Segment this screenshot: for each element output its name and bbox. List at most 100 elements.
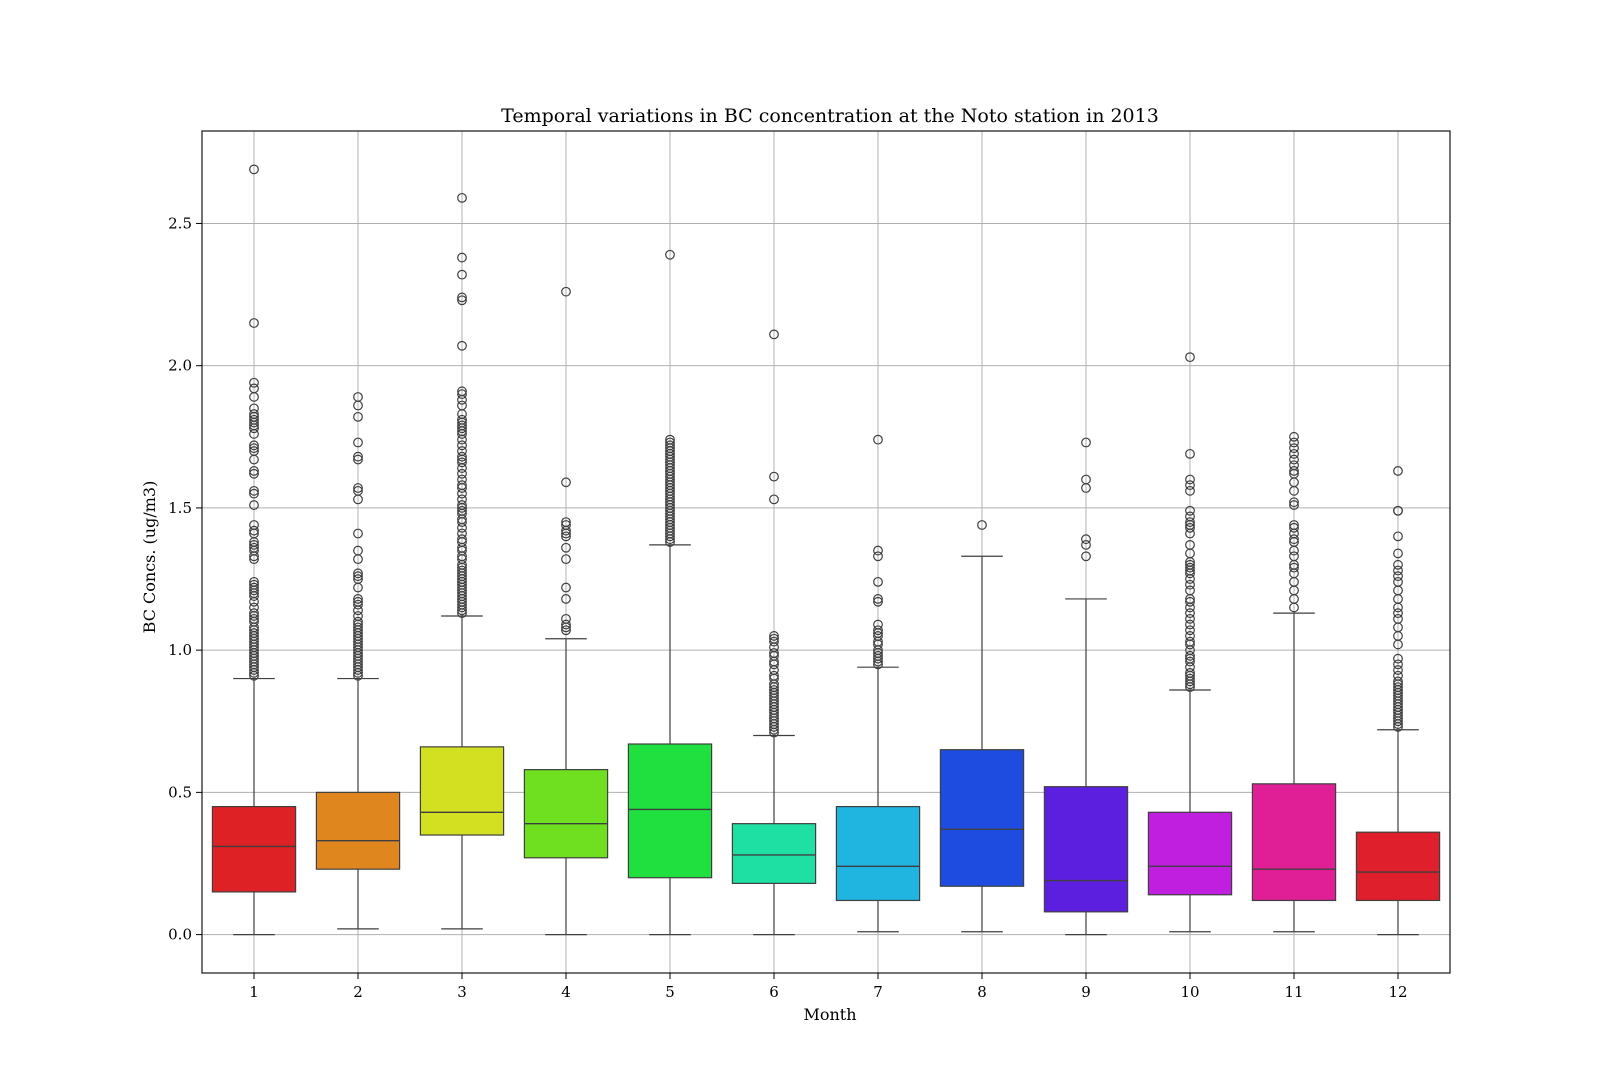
outlier-point — [873, 656, 883, 667]
outlier-point — [769, 659, 779, 670]
outlier-point — [1185, 522, 1195, 533]
outlier-point — [1081, 534, 1091, 545]
iqr-box — [211, 805, 297, 893]
outlier-point — [1289, 497, 1299, 508]
outlier-point — [1185, 679, 1195, 690]
outlier-point — [353, 568, 363, 579]
iqr-box — [1043, 786, 1129, 913]
outlier-point — [457, 295, 467, 306]
plot-area-frame — [201, 130, 1451, 974]
outlier-point — [353, 594, 363, 604]
outlier-point — [457, 440, 467, 451]
outlier-point — [769, 471, 779, 482]
outlier-point — [873, 545, 883, 556]
outlier-point — [1185, 517, 1195, 528]
outlier-point — [561, 582, 571, 593]
outlier-point — [769, 329, 779, 340]
outlier-point — [873, 653, 883, 664]
outlier-point — [457, 483, 467, 493]
outlier-point — [249, 488, 259, 499]
outlier-point — [249, 423, 259, 434]
outlier-point — [249, 611, 259, 621]
outlier-point — [1185, 613, 1195, 624]
outlier-point — [873, 625, 883, 636]
outlier-point — [249, 417, 259, 428]
outlier-point — [457, 468, 467, 479]
x-tick-label: 4 — [561, 983, 571, 1001]
outlier-point — [457, 608, 467, 619]
outlier-point — [1289, 602, 1299, 613]
outlier-point — [769, 631, 779, 641]
x-tick-label: 12 — [1388, 983, 1407, 1001]
outlier-point — [1081, 483, 1091, 493]
outlier-point — [665, 537, 675, 547]
outlier-point — [665, 531, 675, 542]
y-tick-label: 1.0 — [168, 641, 192, 659]
outlier-point — [1393, 548, 1403, 559]
outlier-point — [873, 576, 883, 587]
outlier-point — [353, 667, 363, 678]
box-month-9 — [1043, 437, 1129, 936]
outlier-point — [1393, 716, 1403, 727]
outlier-point — [249, 554, 259, 565]
outlier-point — [457, 457, 467, 468]
outlier-point — [249, 454, 259, 465]
x-tick-label: 1 — [249, 983, 259, 1001]
iqr-box — [731, 823, 817, 884]
outlier-point — [353, 400, 363, 411]
outlier-point — [457, 451, 467, 462]
iqr-box — [1355, 831, 1441, 902]
outlier-point — [561, 594, 571, 604]
box-month-3 — [419, 192, 505, 930]
outlier-point — [249, 539, 259, 550]
outlier-point — [1289, 466, 1299, 476]
outlier-point — [1393, 531, 1403, 542]
box-month-5 — [627, 249, 713, 936]
box-month-12 — [1355, 466, 1441, 936]
outlier-point — [457, 488, 467, 499]
outlier-point — [561, 542, 571, 553]
outlier-point — [1289, 500, 1299, 510]
outlier-point — [1081, 539, 1091, 550]
axis-ticks: 0.00.51.01.52.02.51 2 3 4 5 6 7 8 9 10 11 12 — [168, 214, 1407, 1001]
y-tick-label: 2.5 — [168, 214, 192, 232]
box-month-7 — [835, 434, 921, 933]
outlier-point — [1393, 565, 1403, 576]
box-month-1 — [211, 164, 297, 936]
outlier-point — [1393, 722, 1403, 732]
outlier-point — [249, 596, 259, 607]
outlier-point — [1185, 656, 1195, 667]
x-tick-label: 9 — [1081, 983, 1091, 1001]
outlier-point — [1185, 474, 1195, 485]
outlier-point — [561, 554, 571, 565]
box-month-6 — [731, 329, 817, 936]
outlier-point — [353, 437, 363, 448]
outlier-point — [353, 670, 363, 681]
x-tick-label: 11 — [1284, 983, 1303, 1001]
outlier-point — [249, 665, 259, 675]
outlier-point — [1185, 485, 1195, 496]
outlier-point — [457, 429, 467, 439]
outlier-point — [1185, 448, 1195, 459]
outlier-point — [353, 528, 363, 539]
iqr-box — [1147, 811, 1233, 896]
outlier-point — [977, 520, 987, 530]
outlier-point — [457, 517, 467, 528]
outlier-point — [249, 667, 259, 678]
y-axis-label: BC Concs. (ug/m3) — [140, 481, 159, 634]
outlier-point — [1185, 352, 1195, 363]
outlier-point — [1081, 437, 1091, 448]
x-tick-label: 8 — [977, 983, 987, 1001]
outlier-point — [249, 591, 259, 601]
outlier-point — [561, 625, 571, 636]
iqr-box — [315, 791, 401, 870]
outlier-point — [249, 466, 259, 476]
outlier-point — [1393, 659, 1403, 670]
outlier-point — [1393, 639, 1403, 650]
y-tick-label: 0.5 — [168, 783, 192, 801]
outlier-point — [1289, 485, 1299, 496]
box-month-10 — [1147, 352, 1233, 933]
outlier-point — [249, 551, 259, 562]
